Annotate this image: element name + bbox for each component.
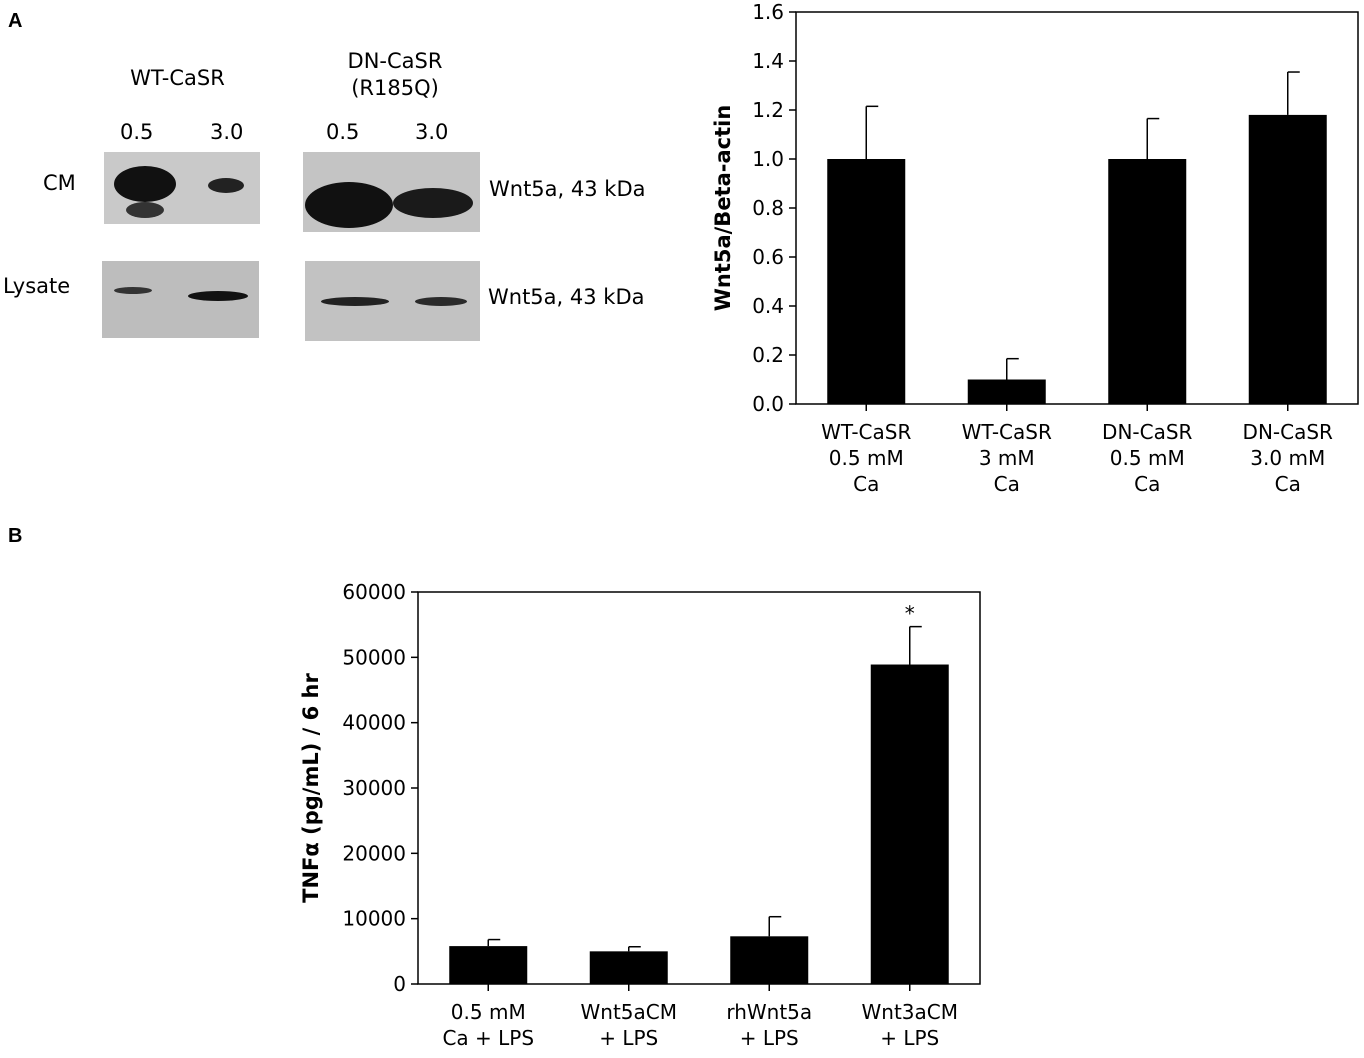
bar — [589, 951, 668, 984]
row-label-cm: CM — [43, 171, 76, 195]
x-tick-label: WT-CaSR — [962, 420, 1052, 444]
panel-label-a: A — [8, 10, 23, 32]
band — [208, 178, 244, 193]
x-tick-label: Ca — [853, 472, 879, 496]
y-tick-label: 0.4 — [752, 294, 784, 318]
x-tick-label: Ca — [994, 472, 1020, 496]
blot-strip-lysate-wt — [102, 261, 259, 338]
x-tick-label: Ca — [1275, 472, 1301, 496]
x-tick-label: Ca — [1134, 472, 1160, 496]
x-tick-label: Wnt3aCM — [862, 1000, 959, 1024]
significance-marker: * — [905, 602, 915, 626]
bar — [1248, 114, 1327, 405]
blot-strip-cm-dn — [303, 152, 480, 232]
y-tick-label: 1.2 — [752, 98, 784, 122]
y-tick-label: 0.0 — [752, 392, 784, 416]
band — [321, 297, 389, 306]
x-tick-label: rhWnt5a — [726, 1000, 812, 1024]
y-tick-label: 40000 — [342, 711, 406, 735]
band — [126, 202, 164, 218]
x-tick-label: 0.5 mM — [451, 1000, 526, 1024]
band — [415, 297, 467, 306]
y-tick-label: 20000 — [342, 841, 406, 865]
x-tick-label: 0.5 mM — [829, 446, 904, 470]
x-tick-label: Wnt5aCM — [581, 1000, 678, 1024]
lane-label: 3.0 — [210, 120, 244, 144]
lane-label: 3.0 — [415, 120, 449, 144]
y-tick-label: 0.6 — [752, 245, 784, 269]
y-tick-label: 0.8 — [752, 196, 784, 220]
band — [393, 188, 473, 218]
lane-label: 0.5 — [120, 120, 154, 144]
bar — [730, 936, 809, 984]
x-tick-label: DN-CaSR — [1102, 420, 1192, 444]
y-tick-label: 30000 — [342, 776, 406, 800]
blot-group-title-wt: WT-CaSR — [130, 66, 225, 90]
x-tick-label: DN-CaSR — [1243, 420, 1333, 444]
y-tick-label: 10000 — [342, 907, 406, 931]
x-tick-label: WT-CaSR — [821, 420, 911, 444]
x-tick-label: + LPS — [880, 1026, 939, 1050]
y-tick-label: 0.2 — [752, 343, 784, 367]
y-axis-label: Wnt5a/Beta-actin — [711, 105, 735, 312]
x-tick-label: + LPS — [599, 1026, 658, 1050]
x-tick-label: + LPS — [740, 1026, 799, 1050]
y-tick-label: 1.4 — [752, 49, 784, 73]
bar — [449, 946, 528, 984]
blot-strip-lysate-dn — [305, 261, 480, 341]
x-tick-label: Ca + LPS — [442, 1026, 534, 1050]
y-tick-label: 60000 — [342, 580, 406, 604]
band — [114, 166, 176, 202]
y-tick-label: 1.0 — [752, 147, 784, 171]
blot-group-title-dn: DN-CaSR — [347, 49, 443, 73]
bar — [870, 664, 949, 984]
x-tick-label: 3.0 mM — [1250, 446, 1325, 470]
band — [114, 287, 152, 294]
y-tick-label: 1.6 — [752, 0, 784, 24]
row-label-lysate: Lysate — [3, 274, 71, 298]
blot-strip-cm-wt — [104, 152, 260, 224]
band — [188, 291, 248, 301]
blot-group-subtitle-dn: (R185Q) — [351, 76, 439, 100]
bar — [1108, 159, 1187, 404]
lane-label: 0.5 — [326, 120, 360, 144]
x-tick-label: 3 mM — [979, 446, 1035, 470]
bar — [827, 159, 906, 404]
y-tick-label: 50000 — [342, 645, 406, 669]
y-tick-label: 0 — [393, 972, 406, 996]
bar — [967, 379, 1046, 404]
panel-label-b: B — [8, 525, 23, 547]
band — [305, 182, 393, 228]
y-axis-label: TNFα (pg/mL) / 6 hr — [299, 673, 323, 903]
band-label-cm: Wnt5a, 43 kDa — [489, 177, 646, 201]
x-tick-label: 0.5 mM — [1110, 446, 1185, 470]
band-label-lysate: Wnt5a, 43 kDa — [488, 285, 645, 309]
